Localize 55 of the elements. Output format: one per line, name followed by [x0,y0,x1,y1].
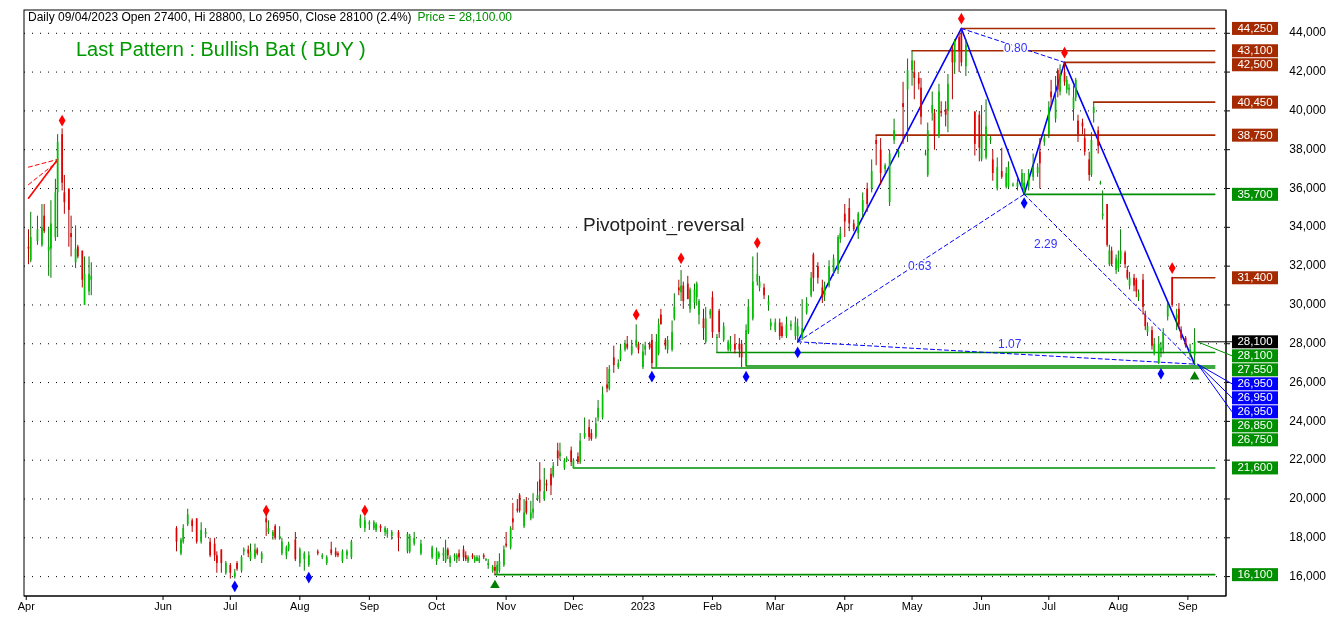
y-tick-label: 24,000 [1289,413,1327,428]
annotation: 26,950 [1237,391,1273,404]
x-tick-label: Sep [1178,600,1198,612]
x-tick-label: Sep [359,600,380,612]
annotation: 2.29 [1034,237,1058,251]
annotation: 26,950 [1237,405,1273,418]
x-tick-label: Apr [17,600,36,612]
y-tick-label: 42,000 [1289,64,1327,79]
annotation: 1.07 [998,337,1022,351]
series-label: 16,100 [1237,568,1273,581]
legend-label: 43,100 [1237,44,1273,57]
series-label: 40,450 [1237,95,1273,108]
x-tick-label: Jul [1041,600,1056,612]
y-tick-label: 34,000 [1289,219,1327,234]
y-tick-label: 22,000 [1289,452,1327,467]
series-label: 38,750 [1237,128,1273,141]
series-label: 35,700 [1237,187,1273,200]
y-tick-label: 32,000 [1289,258,1327,273]
x-tick-label: Oct [428,600,446,612]
x-tick-label: Jul [223,600,238,612]
y-tick-label: 30,000 [1289,297,1327,312]
annotation: Last Pattern : Bullish Bat ( BUY ) [76,38,366,60]
y-tick-label: 44,000 [1289,25,1327,40]
annotation: 28,100 [1237,349,1273,362]
legend-label: 26,750 [1237,433,1273,446]
annotation: Pivotpoint_reversal [583,214,745,236]
x-tick-label: Feb [702,600,722,612]
y-tick-label: 36,000 [1289,180,1327,195]
series-label: 44,250 [1237,21,1273,34]
chart-subtitle: Price = 28,100.00 [417,10,513,24]
y-tick-label: 16,000 [1289,568,1327,583]
x-tick-label: 2023 [630,600,656,612]
legend-label: 27,550 [1237,363,1273,376]
series-label: 21,600 [1237,461,1273,474]
chart-title: Daily 09/04/2023 Open 27400, Hi 28800, Lo 26950, Close 28100 (2.4%) [28,10,412,24]
y-tick-label: 26,000 [1289,374,1327,389]
x-tick-label: Dec [563,600,584,612]
y-tick-label: 18,000 [1289,529,1327,544]
x-tick-label: Mar [765,600,786,612]
annotation: 26,950 [1237,377,1273,390]
x-tick-label: Jun [154,600,172,612]
y-tick-label: 40,000 [1289,103,1327,118]
annotation: 28,100 [1237,335,1273,348]
y-tick-label: 28,000 [1289,335,1327,350]
x-tick-label: Nov [496,600,517,612]
y-tick-label: 20,000 [1289,491,1327,506]
legend-label: 42,500 [1237,58,1273,71]
x-tick-label: Jun [972,600,991,612]
x-tick-label: Aug [1108,600,1129,612]
x-tick-label: Apr [836,600,854,612]
series-label: 31,400 [1237,271,1273,284]
text: 26,850 [1237,419,1273,432]
x-tick-label: May [901,600,923,612]
y-tick-label: 38,000 [1289,141,1327,156]
x-tick-label: Aug [290,600,310,612]
